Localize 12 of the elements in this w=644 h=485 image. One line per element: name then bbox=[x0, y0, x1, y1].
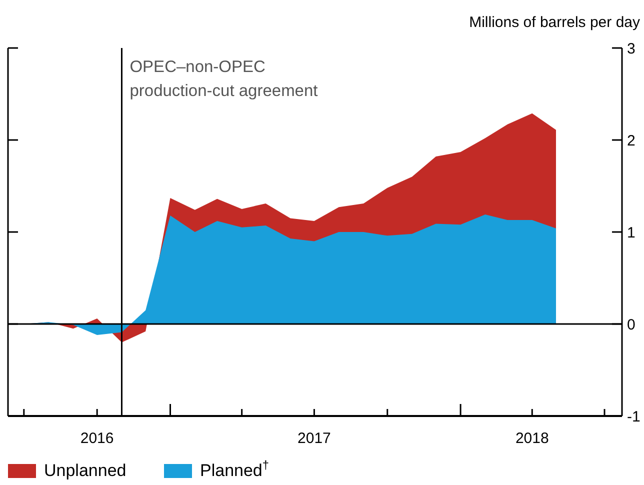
y-tick-label: 2 bbox=[627, 132, 636, 150]
y-tick-label: 0 bbox=[627, 316, 636, 334]
y-tick-label: 3 bbox=[627, 40, 636, 58]
ref-line-label: OPEC–non-OPEC production-cut agreement bbox=[130, 58, 318, 100]
y-axis-title: Millions of barrels per day bbox=[469, 14, 640, 31]
legend-label: Unplanned bbox=[44, 461, 126, 480]
x-tick-label: 2018 bbox=[515, 430, 549, 447]
y-tick-label: -1 bbox=[627, 408, 640, 426]
y-tick-label: 1 bbox=[627, 224, 636, 242]
x-tick-label: 2016 bbox=[80, 430, 114, 447]
x-tick-label: 2017 bbox=[298, 430, 331, 447]
legend-label: Planned$^{†}$ bbox=[200, 458, 270, 480]
